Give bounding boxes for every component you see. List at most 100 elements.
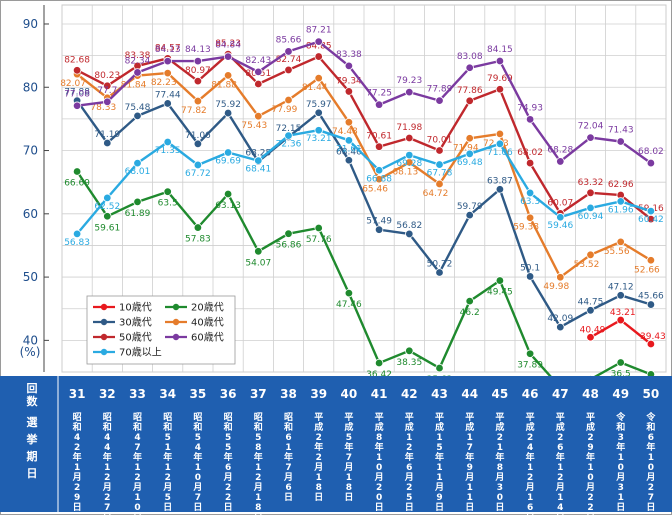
date-char: 5 [225,433,231,443]
series-20歳代: 66.69 59.61 61.89 63.5 57.83 63.13 54.07 56.86 5… [64,167,664,404]
data-label: 77.86 [457,86,483,96]
date-char: 1 [527,463,533,473]
round-number: 43 [431,387,448,401]
date-char: 1 [134,463,140,473]
round-number: 41 [371,387,388,401]
election-date: 昭和47年12月10日 [132,412,142,515]
date-char: 1 [406,433,412,443]
data-label: 40.49 [580,325,606,335]
date-char: 4 [527,443,533,453]
date-char: 成 [526,421,535,433]
date-char: 月 [404,472,414,483]
data-label: 56.83 [64,238,90,248]
date-char: 月 [525,482,535,493]
date-char: 2 [406,443,412,453]
date-char: 日 [405,502,414,513]
election-date: 平成26年12月14日 [555,412,565,515]
data-point [586,188,595,198]
data-point [465,149,474,159]
date-char: 昭 [284,412,293,423]
data-point [495,129,505,139]
data-label: 50.72 [427,260,453,270]
date-char: 2 [225,493,231,503]
date-char: 8 [316,483,322,493]
data-label: 80.23 [94,71,120,81]
date-char: 2 [316,453,322,463]
date-char: 和 [253,421,263,433]
data-point [586,250,595,260]
date-char: 年 [103,451,112,463]
date-char: 昭 [224,412,233,423]
data-label: 59.61 [94,223,120,233]
data-label: 71.06 [185,131,211,141]
data-point [616,358,625,367]
date-char: 年 [616,441,625,453]
date-char: 2 [134,473,140,483]
data-label: 78.33 [90,103,116,113]
date-char: 5 [165,433,171,443]
data-point [435,160,444,169]
date-char: 6 [557,443,563,453]
date-char: 日 [495,502,504,513]
round-number: 34 [159,387,176,401]
round-number: 46 [522,387,539,401]
data-point [254,156,263,165]
date-char: 年 [133,451,142,463]
data-label: 84.57 [155,43,181,53]
round-number: 48 [582,387,599,401]
data-point [193,56,203,66]
date-char: 年 [224,451,233,463]
data-label: 47.46 [336,300,362,310]
data-label: 47.12 [608,282,634,292]
data-label: 83.38 [336,50,362,60]
date-char: 月 [72,472,82,483]
date-char: 年 [435,451,444,463]
data-point [72,66,82,75]
date-char: 1 [557,493,563,503]
round-number: 42 [401,387,418,401]
data-point [646,206,656,216]
date-char: 日 [284,492,293,503]
date-char: 1 [497,443,503,453]
data-label: 68.28 [547,145,573,155]
data-point [314,37,323,46]
date-char: 月 [434,482,444,493]
legend-marker [172,333,180,341]
data-label: 49.45 [487,288,513,298]
data-label: 59.38 [513,223,539,233]
legend-label: 50歳代 [119,332,152,344]
date-char: 7 [346,453,352,463]
data-label: 84.85 [306,42,332,52]
legend: 10歳代 20歳代 30歳代 40歳代 50歳代 60歳代 70歳以上 [86,295,236,365]
date-char: 月 [374,472,384,483]
data-label: 80.97 [185,66,211,76]
data-label: 52.66 [634,265,660,275]
date-char: 8 [376,433,382,443]
data-label: 77.7 [97,86,117,96]
data-label: 62.52 [94,202,120,212]
data-label: 66.88 [366,174,392,184]
data-label: 62.96 [608,180,634,190]
date-char: 3 [618,483,624,493]
data-point [616,197,625,206]
data-point [314,126,323,135]
data-point [223,71,233,80]
date-char: 5 [255,433,261,443]
data-label: 71.06 [487,148,513,158]
data-label: 87.21 [306,26,332,36]
date-char: 日 [193,502,202,513]
date-char: 0 [497,493,503,503]
date-char: 平 [375,412,384,423]
date-char: 7 [195,493,201,503]
date-char: 月 [555,482,565,493]
legend-entry: 50歳代 [93,332,152,344]
y-unit-label: (%) [20,345,41,359]
data-label: 66.69 [64,178,90,188]
data-point [495,139,505,149]
date-char: 月 [283,472,293,483]
date-char: 6 [406,463,412,473]
date-char: 5 [436,443,442,453]
